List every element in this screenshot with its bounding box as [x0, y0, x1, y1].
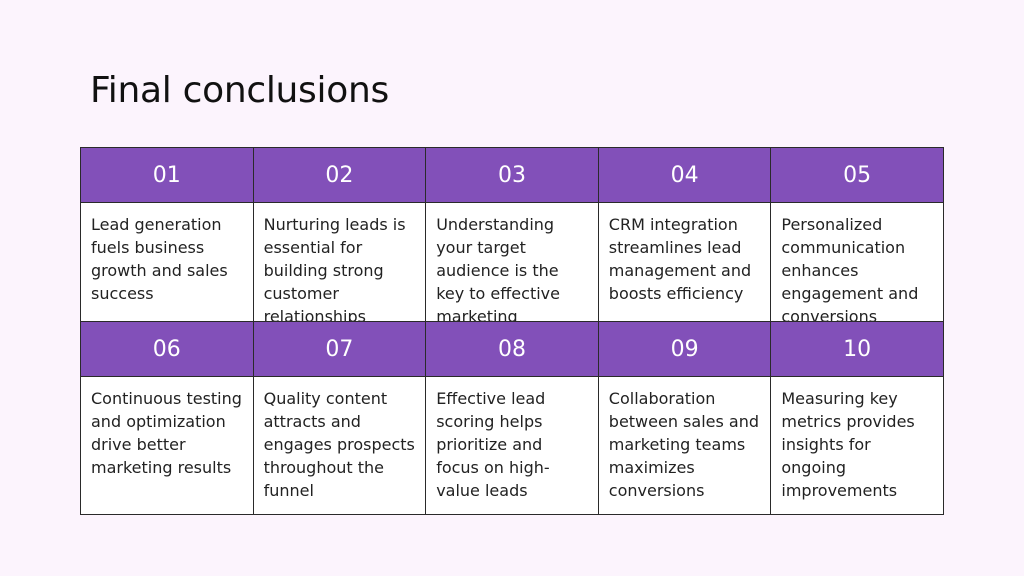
header-cell-03: 03 — [425, 147, 598, 203]
body-cell-06: Continuous testing and optimization driv… — [80, 377, 253, 515]
header-cell-06: 06 — [80, 321, 253, 377]
body-row: Continuous testing and optimization driv… — [80, 377, 944, 515]
body-cell-04: CRM integration streamlines lead managem… — [597, 203, 771, 323]
header-cell-09: 09 — [597, 321, 771, 377]
header-cell-04: 04 — [597, 147, 771, 203]
body-cell-09: Collaboration between sales and marketin… — [597, 377, 771, 515]
header-row: 06 07 08 09 10 — [80, 321, 944, 377]
header-cell-08: 08 — [425, 321, 598, 377]
header-cell-07: 07 — [252, 321, 426, 377]
header-cell-05: 05 — [770, 147, 944, 203]
body-cell-08: Effective lead scoring helps prioritize … — [425, 377, 598, 515]
conclusions-table-row-1: 01 02 03 04 05 Lead generation fuels bus… — [80, 147, 944, 323]
body-cell-05: Personalized communication enhances enga… — [770, 203, 944, 323]
header-cell-10: 10 — [770, 321, 944, 377]
body-cell-10: Measuring key metrics provides insights … — [770, 377, 944, 515]
body-cell-07: Quality content attracts and engages pro… — [252, 377, 426, 515]
slide-title: Final conclusions — [90, 70, 389, 111]
body-row: Lead generation fuels business growth an… — [80, 203, 944, 323]
header-row: 01 02 03 04 05 — [80, 147, 944, 203]
body-cell-03: Understanding your target audience is th… — [425, 203, 598, 323]
body-cell-02: Nurturing leads is essential for buildin… — [252, 203, 426, 323]
conclusions-table-row-2: 06 07 08 09 10 Continuous testing and op… — [80, 321, 944, 515]
header-cell-01: 01 — [80, 147, 253, 203]
body-cell-01: Lead generation fuels business growth an… — [80, 203, 253, 323]
header-cell-02: 02 — [252, 147, 426, 203]
